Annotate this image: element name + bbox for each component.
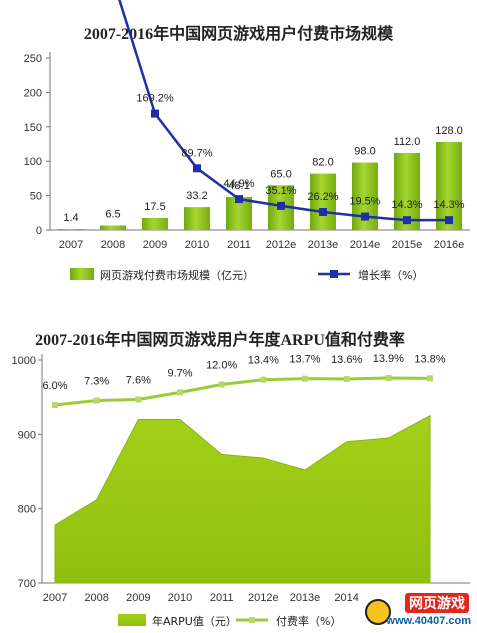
chart2-rate-point xyxy=(302,375,308,382)
chart2-x-tick-label: 2009 xyxy=(126,592,150,604)
chart2-y-tick-label: 900 xyxy=(18,429,36,441)
chart1-bar-label: 65.0 xyxy=(270,168,291,180)
chart2-x-tick-label: 2007 xyxy=(43,592,67,604)
chart2-rate-point xyxy=(93,397,100,404)
chart2-x-tick-label: 2008 xyxy=(84,592,108,604)
chart2-rate-point xyxy=(427,375,433,382)
chart1-growth-label: 26.2% xyxy=(307,191,338,203)
chart2-rate-point xyxy=(343,376,350,383)
chart2-rate-point xyxy=(135,396,142,403)
chart2-x-tick-label: 2012e xyxy=(248,592,279,604)
chart1-y-tick-label: 100 xyxy=(24,156,42,168)
chart1-bar-label: 128.0 xyxy=(435,125,463,137)
chart1-bar-label: 6.5 xyxy=(105,209,120,221)
chart2-rate-label: 6.0% xyxy=(42,380,67,392)
chart1-legend-line-label: 增长率（%） xyxy=(358,268,423,282)
chart1-growth-label: 14.3% xyxy=(391,199,422,211)
chart2-rate-line xyxy=(54,376,431,407)
chart1-legend-bar-swatch xyxy=(70,268,94,280)
chart1-growth-point xyxy=(277,201,285,210)
chart1-bar-label: 48.1 xyxy=(228,180,249,192)
chart2-rate-label: 13.6% xyxy=(331,354,362,366)
chart1-x-tick-label: 2016e xyxy=(434,239,465,251)
chart1-x-tick-label: 2015e xyxy=(392,239,423,251)
chart1-bar xyxy=(183,207,211,230)
chart1-growth-label: 169.2% xyxy=(136,93,174,105)
chart1-bar xyxy=(57,229,85,230)
chart1-y-tick-label: 150 xyxy=(24,122,42,134)
chart1-growth-point xyxy=(235,195,243,204)
chart2-title: 2007-2016年中国网页游戏用户年度ARPU值和付费率 xyxy=(35,332,405,349)
chart1-y-tick-label: 0 xyxy=(36,225,42,237)
chart1-bar-label: 112.0 xyxy=(394,136,421,148)
chart1-bar-label: 98.0 xyxy=(354,146,375,158)
chart2-legend-area-label: 年ARPU值（元） xyxy=(152,614,237,628)
chart1-growth-point xyxy=(319,207,327,216)
chart2-legend-line-marker xyxy=(249,617,255,623)
chart2-legend-line-label: 付费率（%） xyxy=(276,614,341,628)
chart1-y-tick-label: 50 xyxy=(30,191,42,203)
chart1-legend-line-marker xyxy=(330,270,338,278)
chart1-x-tick-label: 2014e xyxy=(350,239,381,251)
chart1-x-tick-label: 2007 xyxy=(59,239,83,251)
chart1-bar xyxy=(141,217,169,230)
chart1-x-tick-label: 2008 xyxy=(101,239,125,251)
chart1-growth-label: 14.3% xyxy=(433,199,464,211)
chart1-y-tick-label: 250 xyxy=(24,53,42,65)
chart1-growth-point xyxy=(403,216,411,225)
chart2-rate-label: 12.0% xyxy=(206,359,237,371)
chart2-rate-label: 9.7% xyxy=(167,367,192,379)
chart2-legend-area-swatch xyxy=(118,614,146,626)
watermark-url: www.40407.com xyxy=(386,615,471,627)
chart1-bar-label: 33.2 xyxy=(186,190,207,202)
chart1-bar-label: 17.5 xyxy=(144,201,165,213)
chart2-arpu-area xyxy=(54,414,431,584)
chart2-rate-point xyxy=(218,381,225,388)
chart2-rate-label: 7.6% xyxy=(126,375,151,387)
chart1-growth-label: 35.1% xyxy=(265,185,296,197)
chart1-title: 2007-2016年中国网页游戏用户付费市场规模 xyxy=(83,26,394,43)
chart1-legend-bar-label: 网页游戏付费市场规模（亿元） xyxy=(100,268,254,282)
mascot-icon xyxy=(365,599,391,625)
chart2-y-tick-label: 700 xyxy=(18,578,36,590)
chart2-x-tick-label: 2013e xyxy=(290,592,321,604)
chart1-growth-point xyxy=(445,216,453,225)
chart2-x-tick-label: 2011 xyxy=(210,592,234,604)
chart1-growth-label: 19.5% xyxy=(349,196,380,208)
chart2-y-tick-label: 1000 xyxy=(12,355,36,367)
chart2-rate-point xyxy=(177,389,183,396)
chart1-y-tick-label: 200 xyxy=(24,87,42,99)
chart1-bar xyxy=(435,141,463,230)
chart1-x-tick-label: 2012e xyxy=(266,239,297,251)
watermark-title: 网页游戏 xyxy=(405,593,469,613)
chart1-growth-point xyxy=(151,109,159,118)
chart2-rate-label: 13.7% xyxy=(289,354,320,366)
chart1-x-tick-label: 2010 xyxy=(185,239,209,251)
chart2-rate-point xyxy=(385,375,392,381)
chart2-rate-point xyxy=(260,376,267,383)
chart1-bar-label: 1.4 xyxy=(63,212,78,224)
chart1-growth-point xyxy=(193,164,201,173)
chart1-growth-point xyxy=(361,212,369,221)
chart2-rate-label: 13.4% xyxy=(248,355,279,367)
chart1-x-tick-label: 2011 xyxy=(227,239,251,251)
chart1-growth-label: 44.9% xyxy=(223,178,254,190)
chart1-bar xyxy=(309,173,337,230)
chart1-growth-label: 89.7% xyxy=(181,147,212,159)
chart2-y-tick-label: 800 xyxy=(18,504,36,516)
chart2-rate-label: 13.9% xyxy=(373,353,404,365)
chart1-svg: 0 50 100 150 200 250 1.4 2007 6.5 2008 17.5 2009 33.… xyxy=(24,0,470,282)
chart1-bar xyxy=(99,225,127,230)
chart2-x-tick-label: 2014 xyxy=(334,592,358,604)
chart1-bar-label: 82.0 xyxy=(312,157,333,169)
chart2-rate-label: 7.3% xyxy=(84,376,109,388)
chart1-x-tick-label: 2013e xyxy=(308,239,339,251)
chart2-rate-label: 13.8% xyxy=(414,353,445,365)
chart2-x-tick-label: 2010 xyxy=(168,592,192,604)
chart1-x-tick-label: 2009 xyxy=(143,239,167,251)
chart2-rate-point xyxy=(52,402,58,408)
